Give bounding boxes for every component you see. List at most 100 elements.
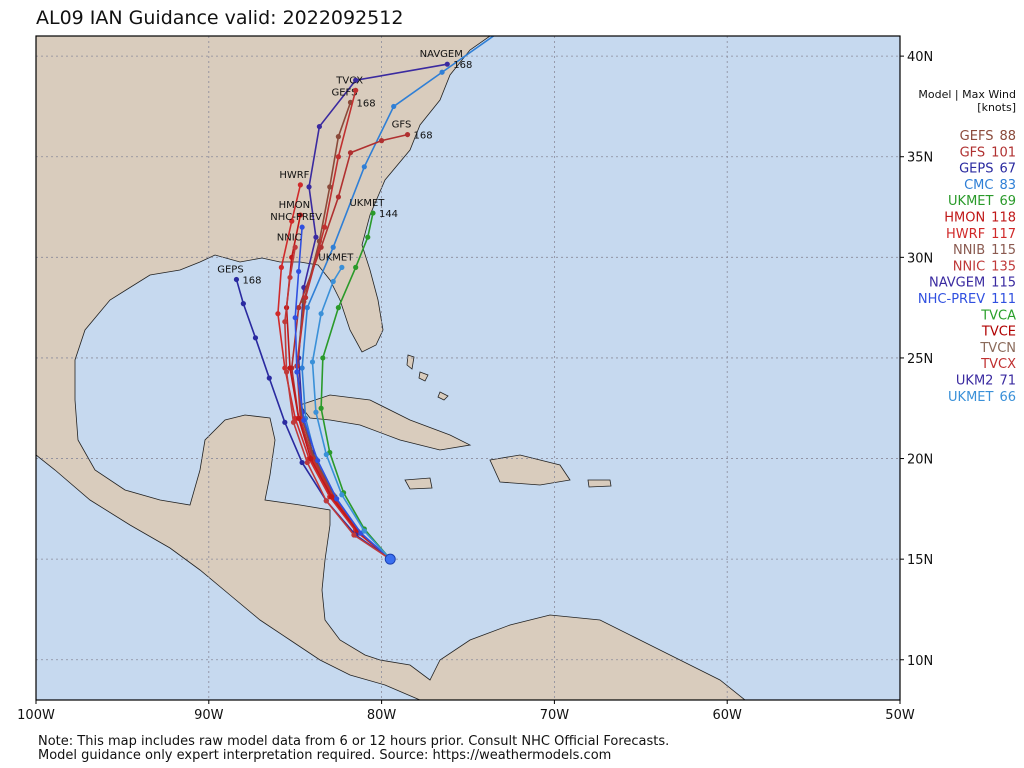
land-americas bbox=[36, 36, 746, 700]
legend-entry: UKM2 71 bbox=[956, 374, 1016, 389]
x-tick-label: 80W bbox=[367, 708, 397, 723]
track-point bbox=[351, 532, 357, 538]
land-puerto-rico bbox=[587, 479, 612, 488]
track-point bbox=[353, 264, 359, 270]
track-point bbox=[306, 184, 312, 190]
y-tick-label: 15N bbox=[907, 553, 933, 568]
track-point bbox=[335, 154, 341, 160]
x-tick-label: 60W bbox=[712, 708, 742, 723]
track-point bbox=[278, 264, 284, 270]
legend-model: TVCX bbox=[980, 357, 1016, 372]
track-point bbox=[299, 365, 305, 371]
track-hour: 168 bbox=[356, 98, 375, 109]
axes: 100W 90W 80W 70W 60W 50W 10N 15N 20N 25N 30N 35N 40N bbox=[17, 50, 933, 723]
track-point bbox=[361, 528, 367, 534]
track-name: UKMET bbox=[349, 198, 385, 209]
track-point bbox=[266, 375, 272, 381]
map-area: CMC168NAVGEM168GFS168GEFS168TVCXHWRFHMON… bbox=[36, 36, 900, 700]
legend-entry: TVCX bbox=[980, 357, 1016, 372]
legend-entry: NHC-PREV 111 bbox=[918, 292, 1016, 307]
track-point bbox=[302, 294, 309, 301]
track-point bbox=[365, 234, 371, 240]
legend-wind: 66 bbox=[999, 390, 1016, 405]
legend-model: NAVGEM bbox=[929, 276, 985, 291]
track-point bbox=[323, 451, 329, 458]
track-point bbox=[299, 459, 305, 466]
legend-model: UKMET bbox=[948, 194, 993, 209]
track-name: NAVGEM bbox=[420, 49, 463, 60]
legend-entry: UKMET 69 bbox=[948, 194, 1016, 209]
legend-model: CMC bbox=[964, 178, 993, 193]
track-point bbox=[335, 134, 341, 140]
legend-entry: NNIB 115 bbox=[953, 243, 1016, 258]
x-tick-label: 100W bbox=[17, 708, 55, 723]
legend-model: TVCE bbox=[981, 325, 1016, 340]
track-point bbox=[353, 87, 359, 93]
track-point bbox=[347, 150, 354, 156]
track-point bbox=[379, 138, 385, 144]
legend-model: HWRF bbox=[946, 227, 985, 242]
legend-header: [knots] bbox=[977, 101, 1016, 114]
track-point bbox=[318, 311, 324, 317]
y-tick-label: 25N bbox=[907, 352, 933, 367]
track-point bbox=[292, 244, 298, 250]
land-bahamas bbox=[406, 354, 449, 401]
track-name: GFS bbox=[392, 120, 412, 131]
track-name: UKMET bbox=[318, 252, 354, 263]
track-point bbox=[290, 419, 297, 425]
legend-entry: HWRF 117 bbox=[946, 227, 1016, 242]
track-point bbox=[316, 123, 322, 130]
track-point bbox=[404, 131, 411, 138]
track-hour: 144 bbox=[379, 209, 398, 220]
track-point bbox=[297, 212, 303, 218]
land-cuba bbox=[299, 394, 472, 451]
track-point bbox=[299, 224, 305, 230]
track-point bbox=[315, 457, 321, 464]
track-point bbox=[296, 305, 302, 311]
start-point bbox=[384, 553, 396, 565]
legend-entry: NAVGEM 115 bbox=[929, 276, 1016, 291]
track-name: HMON bbox=[279, 200, 311, 211]
land-jamaica bbox=[404, 477, 433, 490]
map-title: AL09 IAN Guidance valid: 2022092512 bbox=[36, 7, 403, 29]
legend-model: NNIC bbox=[953, 259, 985, 274]
y-tick-label: 20N bbox=[907, 453, 933, 468]
legend-entry: HMON 118 bbox=[944, 211, 1016, 226]
track-point bbox=[287, 274, 293, 281]
track-name: HWRF bbox=[279, 170, 309, 181]
track-hour: 168 bbox=[242, 275, 261, 286]
legend-wind: 67 bbox=[999, 162, 1016, 177]
track-point bbox=[339, 492, 345, 498]
track-point bbox=[240, 301, 246, 307]
tracks: CMC168NAVGEM168GFS168GEFS168TVCXHWRFHMON… bbox=[217, 36, 495, 565]
track-point bbox=[370, 210, 376, 216]
legend-model: UKM2 bbox=[956, 374, 994, 389]
track-point bbox=[320, 355, 326, 361]
track-point bbox=[275, 311, 281, 317]
legend-model: GEFS bbox=[960, 129, 994, 144]
legend-wind: 115 bbox=[991, 276, 1016, 291]
y-tick-label: 30N bbox=[907, 251, 933, 266]
track-point bbox=[330, 244, 336, 250]
track-point bbox=[313, 409, 319, 415]
grid bbox=[36, 36, 900, 700]
legend-wind: 135 bbox=[991, 259, 1016, 274]
legend-entry: GFS 101 bbox=[960, 145, 1016, 160]
legend-wind: 83 bbox=[999, 178, 1016, 193]
legend-wind: 71 bbox=[999, 374, 1016, 389]
legend-wind: 111 bbox=[991, 292, 1016, 307]
track-point bbox=[289, 218, 295, 224]
track-point bbox=[294, 369, 300, 375]
legend-model: GFS bbox=[960, 145, 986, 160]
track-point bbox=[335, 194, 341, 200]
track-point bbox=[301, 417, 307, 423]
track-point bbox=[313, 234, 319, 240]
legend-wind: 101 bbox=[991, 145, 1016, 160]
footnote: Note: This map includes raw model data f… bbox=[38, 734, 669, 749]
legend-model: NNIB bbox=[953, 243, 985, 258]
legend-model: TVCN bbox=[979, 341, 1016, 356]
track-point bbox=[233, 276, 240, 283]
track-point bbox=[283, 369, 290, 375]
track-point bbox=[330, 278, 336, 285]
